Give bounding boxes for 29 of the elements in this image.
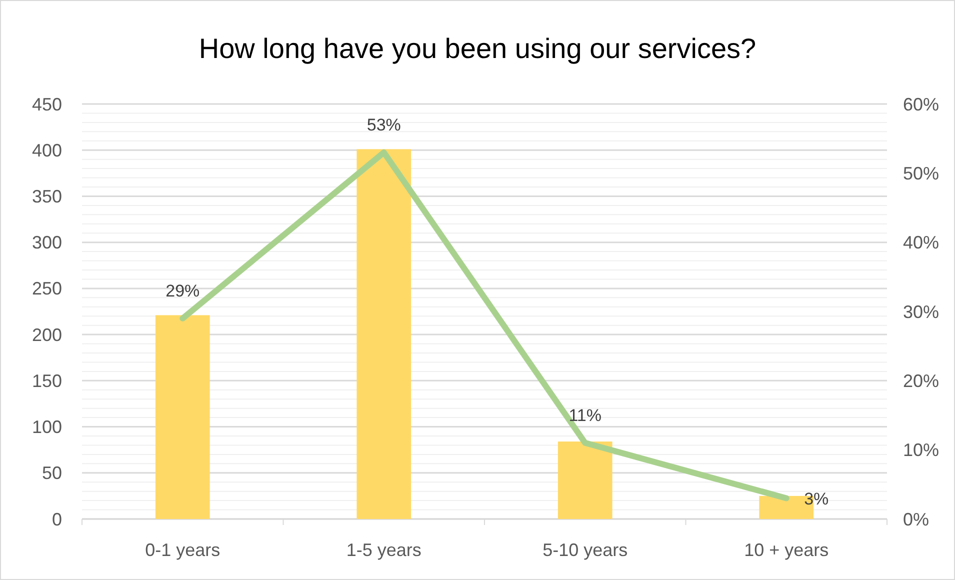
y-tick-label: 200 — [32, 324, 62, 345]
y2-tick-label: 60% — [903, 94, 940, 114]
data-label: 53% — [366, 115, 401, 134]
y-tick-label: 50 — [42, 463, 62, 484]
x-tick-label: 1-5 years — [346, 540, 422, 560]
data-label: 3% — [804, 489, 829, 508]
y2-tick-label: 10% — [903, 440, 940, 460]
x-tick-label: 5-10 years — [542, 540, 628, 560]
y2-tick-label: 50% — [903, 163, 940, 184]
bar — [155, 315, 210, 519]
y2-tick-label: 0% — [903, 509, 930, 530]
x-tick-label: 10 + years — [744, 540, 829, 560]
y-tick-label: 100 — [32, 417, 62, 438]
data-label: 29% — [166, 281, 200, 300]
y2-tick-label: 20% — [903, 370, 940, 391]
y-tick-label: 250 — [32, 278, 62, 299]
bar — [558, 442, 612, 519]
x-tick-label: 0-1 years — [145, 540, 220, 560]
y-tick-label: 0 — [52, 509, 62, 530]
y-tick-label: 450 — [32, 94, 62, 114]
chart-title: How long have you been using our services? — [198, 33, 756, 64]
y-tick-label: 300 — [32, 232, 62, 253]
y-tick-label: 400 — [32, 140, 62, 160]
y2-tick-label: 30% — [903, 302, 940, 322]
data-label: 11% — [568, 406, 602, 425]
y2-tick-label: 40% — [903, 232, 940, 253]
y-tick-label: 150 — [32, 370, 62, 391]
bar — [356, 149, 412, 519]
y-tick-label: 350 — [32, 186, 62, 207]
